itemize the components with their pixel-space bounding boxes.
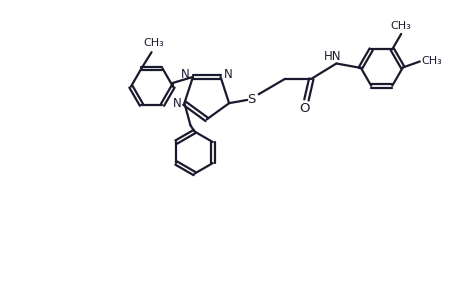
Text: CH₃: CH₃ <box>143 38 164 48</box>
Text: HN: HN <box>324 50 341 63</box>
Text: N: N <box>181 68 190 81</box>
Text: CH₃: CH₃ <box>391 21 412 31</box>
Text: N: N <box>173 97 182 110</box>
Text: S: S <box>247 92 256 105</box>
Text: N: N <box>223 68 232 81</box>
Text: CH₃: CH₃ <box>422 56 442 66</box>
Text: O: O <box>299 101 310 114</box>
